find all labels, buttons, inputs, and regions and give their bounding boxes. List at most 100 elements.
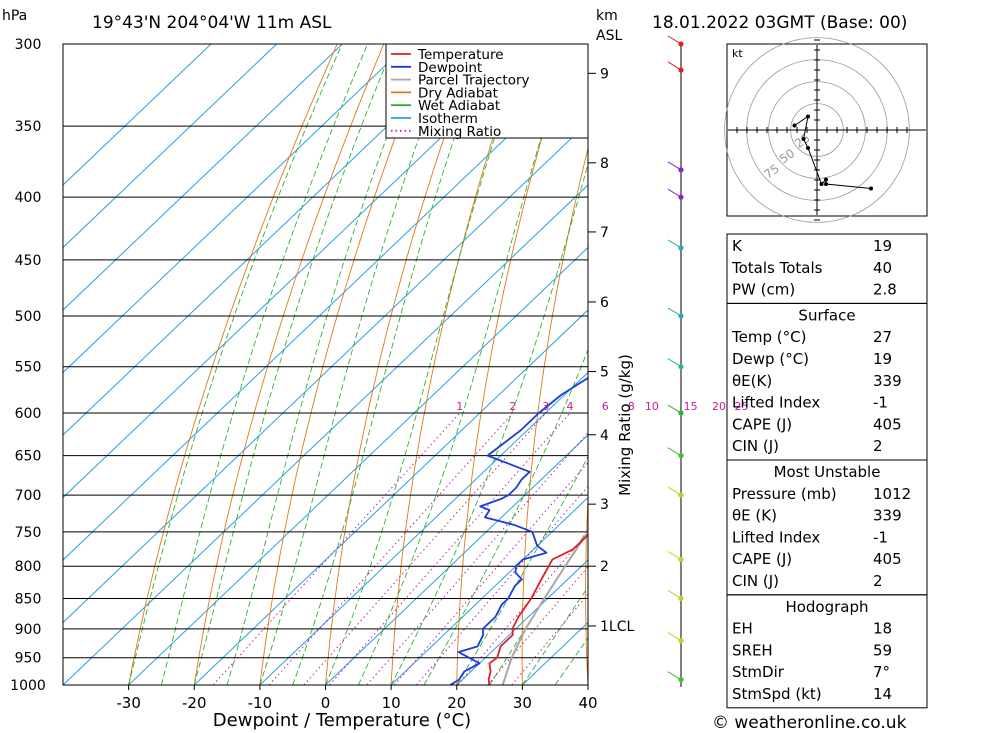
mixing-ratio-label: 25 (734, 400, 748, 413)
temperature-tick-label: 10 (382, 694, 401, 712)
mixing-ratio-axis-title: Mixing Ratio (g/kg) (616, 354, 634, 496)
mixing-ratio-label: 3 (542, 400, 549, 413)
wet-adiabat-line (456, 455, 588, 685)
wind-dot (678, 595, 684, 602)
wet-adiabat-line (259, 44, 454, 685)
wind-profile (667, 35, 684, 687)
temperature-tick-label: 30 (513, 694, 532, 712)
wind-dot (678, 638, 684, 644)
isotherm-line (63, 184, 588, 685)
dry-adiabat-line (585, 492, 588, 685)
pressure-tick-label: 300 (15, 37, 42, 53)
height-tick-label: 6 (600, 295, 609, 311)
mixing-ratio-labels: 1 2 3 4 6 8 10 15 20 25 (456, 400, 748, 413)
hodograph-point (824, 182, 828, 186)
legend-label: Isotherm (418, 111, 478, 127)
wet-adiabat-line (325, 44, 527, 685)
index-label: CIN (J) (732, 437, 779, 455)
index-value: 1012 (873, 485, 911, 503)
legend-box (385, 43, 589, 139)
footer-credit: © weatheronline.co.uk (712, 713, 907, 733)
pressure-tick-label: 500 (15, 309, 42, 325)
mixing-ratio-label: 20 (712, 400, 726, 413)
index-label: EH (732, 620, 753, 638)
index-value: 339 (873, 372, 902, 390)
indices-block-title: Most Unstable (774, 463, 881, 481)
pressure-tick-label: 750 (15, 525, 42, 541)
temperature-tick-label: -30 (116, 694, 141, 712)
index-value: 18 (873, 620, 892, 638)
indices-block-hodograph-params (726, 594, 928, 709)
height-tick-label: 2 (600, 559, 609, 575)
km-asl-label: ASL (596, 28, 622, 44)
isotherm-line (63, 44, 343, 311)
mixing-ratio-label: 1 (456, 400, 463, 413)
hodograph-point (801, 137, 806, 141)
hodograph-point (869, 186, 873, 191)
index-label: Totals Totals (731, 259, 823, 277)
hodograph-point (806, 114, 810, 119)
pressure-tick-label: 850 (15, 591, 42, 607)
km-unit-label: km (596, 8, 618, 24)
index-label: CAPE (J) (732, 415, 792, 433)
hodograph-point (824, 177, 828, 182)
index-label: Pressure (mb) (732, 485, 837, 503)
dry-adiabat-line (128, 44, 338, 685)
height-tick-label: 1LCL (600, 619, 634, 635)
hodograph-point (819, 182, 824, 186)
wind-dot (678, 41, 684, 47)
wet-adiabat-line (193, 44, 395, 685)
index-label: StmDir (732, 663, 785, 681)
pressure-tick-label: 900 (15, 622, 42, 638)
location-title: 19°43'N 204°04'W 11m ASL (92, 13, 332, 33)
mixing-ratio-line (303, 412, 547, 685)
dry-adiabat-line (325, 44, 478, 685)
index-value: -1 (873, 528, 888, 546)
pressure-tick-label: 950 (15, 651, 42, 667)
index-value: 14 (873, 685, 892, 703)
height-tick-label: 8 (600, 156, 609, 172)
legend-label: Wet Adiabat (418, 98, 500, 114)
wet-adiabat-line (292, 44, 488, 685)
pressure-tick-label: 700 (15, 488, 42, 504)
mixing-ratio-label: 15 (684, 400, 698, 413)
isotherm-line (193, 309, 588, 685)
wind-dot (678, 194, 684, 200)
index-value: 2.8 (873, 281, 897, 299)
pressure-tick-label: 800 (15, 559, 42, 575)
hodograph-unit-label: kt (732, 47, 743, 60)
height-tick-label: 9 (600, 66, 609, 82)
index-label: Dewp (°C) (732, 350, 809, 368)
index-label: CAPE (J) (732, 550, 792, 568)
pressure-tick-label: 1000 (10, 678, 46, 694)
dewpoint-line (449, 376, 588, 685)
x-axis-title: Dewpoint / Temperature (°C) (213, 710, 471, 731)
hodograph-point (792, 123, 797, 128)
dry-adiabat-line (929, 44, 982, 685)
isotherm-line (63, 44, 409, 374)
temperature-tick-label: 0 (321, 694, 331, 712)
wet-adiabat-line (357, 44, 571, 685)
legend-label: Parcel Trajectory (418, 73, 530, 89)
mixing-ratio-label: 8 (628, 400, 635, 413)
isotherm-line (390, 496, 588, 685)
isotherm-line (63, 44, 474, 436)
index-value: 2 (873, 437, 883, 455)
isotherm-line (128, 246, 588, 685)
legend-label: Mixing Ratio (418, 124, 501, 140)
index-value: 405 (873, 415, 902, 433)
wet-adiabat-line (423, 348, 588, 685)
wind-dot (678, 677, 684, 683)
index-value: 339 (873, 507, 902, 525)
parcel-trajectory-line (501, 530, 588, 685)
temperature-tick-label: 40 (578, 694, 597, 712)
wind-dot (678, 313, 684, 319)
wind-dot (678, 167, 684, 173)
mixing-ratio-lines (212, 412, 588, 685)
index-label: θE (K) (732, 507, 777, 525)
index-label: CIN (J) (732, 572, 779, 590)
wind-dot (678, 67, 684, 73)
mixing-ratio-label: 6 (602, 400, 609, 413)
